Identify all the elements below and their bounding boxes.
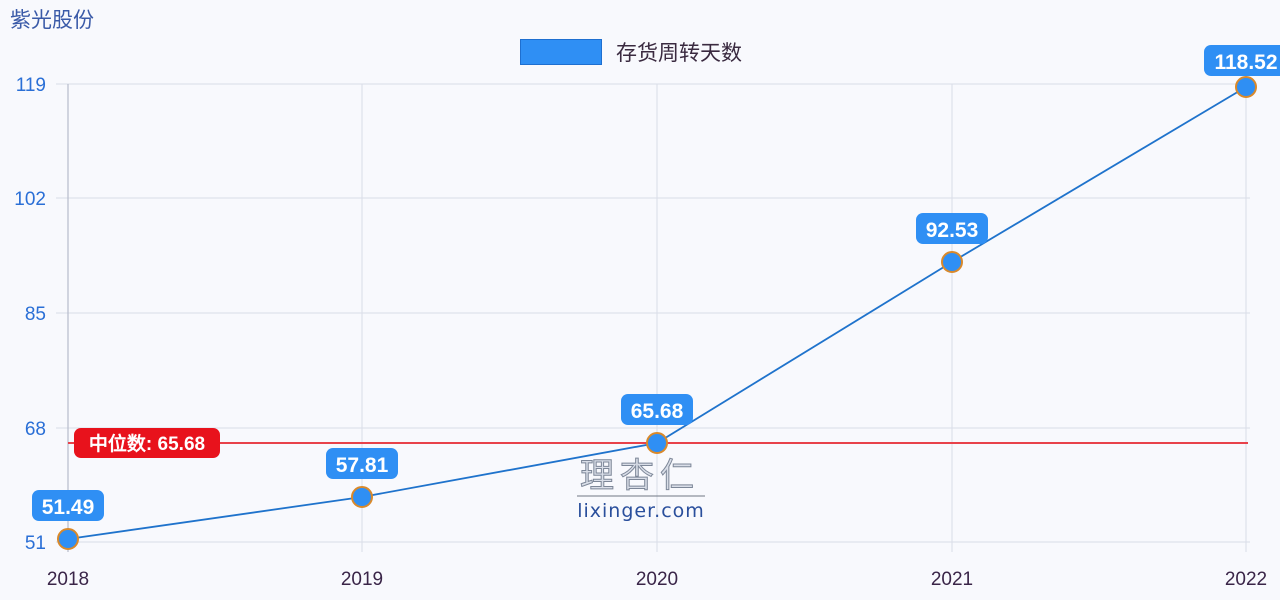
legend-label: 存货周转天数	[616, 42, 742, 65]
data-label-2022: 118.52	[1204, 45, 1280, 76]
data-label-text: 51.49	[42, 496, 95, 519]
x-axis-labels: 2018 2019 2020 2021 2022	[47, 569, 1267, 590]
data-label-text: 57.81	[336, 454, 389, 477]
y-tick: 119	[16, 75, 46, 96]
data-label-text: 92.53	[926, 219, 979, 242]
chart-title: 紫光股份	[10, 9, 94, 32]
x-tick: 2018	[47, 569, 89, 590]
legend-swatch-icon	[520, 39, 602, 65]
y-axis-labels: 119 102 85 68 51	[14, 75, 46, 554]
watermark-cn: 理杏仁	[580, 456, 700, 496]
watermark-domain: lixinger.com	[577, 500, 705, 522]
data-label-2021: 92.53	[916, 213, 988, 244]
x-tick: 2022	[1225, 569, 1267, 590]
data-point[interactable]	[646, 432, 668, 454]
y-tick: 85	[25, 304, 46, 325]
y-gridlines	[56, 83, 1250, 543]
data-label-2018: 51.49	[32, 490, 104, 521]
data-label-text: 118.52	[1214, 51, 1277, 74]
watermark: 理杏仁 lixinger.com	[577, 456, 705, 522]
data-label-2020: 65.68	[621, 394, 693, 425]
x-tick: 2019	[341, 569, 383, 590]
y-tick: 102	[14, 189, 46, 210]
y-tick: 68	[25, 419, 46, 440]
data-point[interactable]	[1235, 76, 1257, 98]
x-tick: 2021	[931, 569, 973, 590]
data-label-2019: 57.81	[326, 448, 398, 479]
data-labels: 51.49 57.81 65.68 92.53 118.52	[32, 45, 1280, 521]
legend[interactable]: 存货周转天数	[520, 37, 742, 67]
median-label: 中位数: 65.68	[89, 432, 205, 455]
y-tick: 51	[25, 533, 46, 554]
data-point[interactable]	[941, 251, 963, 273]
median-badge: 中位数: 65.68	[74, 428, 220, 458]
x-tick: 2020	[636, 569, 678, 590]
data-point[interactable]	[351, 486, 373, 508]
data-point[interactable]	[57, 528, 79, 550]
data-label-text: 65.68	[631, 400, 684, 423]
data-points	[57, 76, 1257, 550]
